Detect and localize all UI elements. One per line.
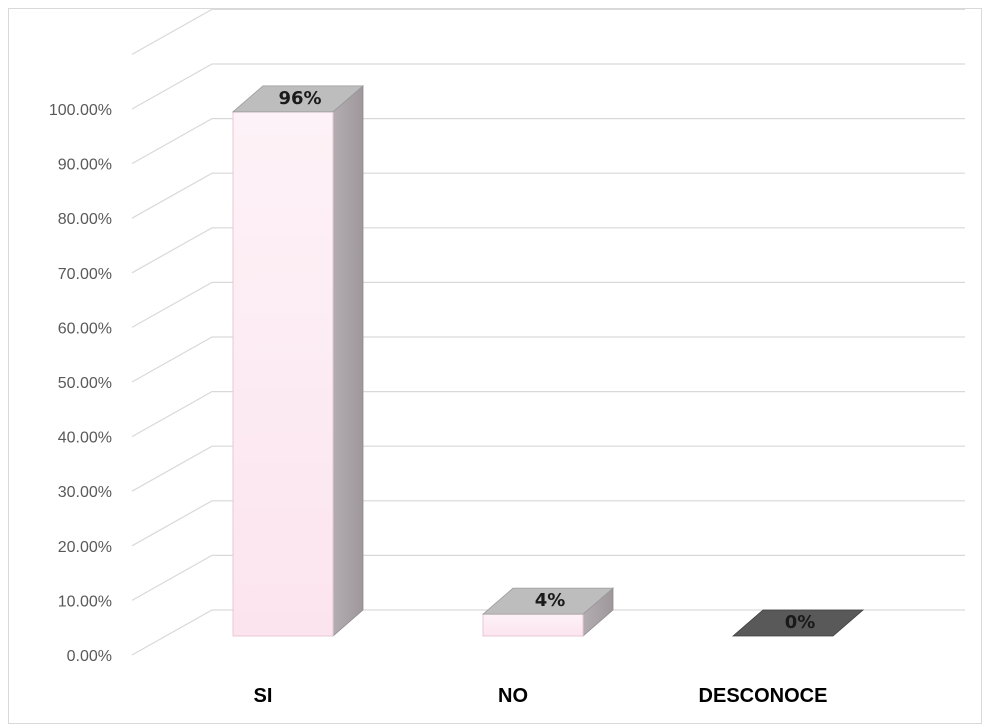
gridline <box>131 554 965 601</box>
gridline <box>131 172 965 219</box>
gridline <box>131 118 965 165</box>
y-axis-ticks: 0.00% 10.00% 20.00% 30.00% 40.00% 50.00% 60.00… <box>49 102 112 665</box>
data-label: 4% <box>535 590 566 611</box>
y-tick-label: 90.00% <box>58 157 112 174</box>
data-label: 0% <box>785 612 816 633</box>
y-tick-label: 80.00% <box>58 211 112 228</box>
gridline <box>131 281 965 328</box>
y-tick-label: 20.00% <box>58 539 112 556</box>
y-tick-label: 100.00% <box>49 102 112 119</box>
gridline <box>131 391 965 438</box>
y-tick-label: 10.00% <box>58 593 112 610</box>
bar-top <box>481 587 615 615</box>
gridline <box>131 227 965 274</box>
labels-layer: 96% SI 4% NO 0% DESCONOCE <box>254 88 828 707</box>
y-tick-label: 50.00% <box>58 375 112 392</box>
bar-top <box>231 85 365 113</box>
gridline <box>131 8 965 55</box>
gridline <box>131 500 965 547</box>
bar-side <box>332 84 364 637</box>
y-tick-label: 0.00% <box>67 648 112 665</box>
bar-top <box>731 609 865 637</box>
category-label: DESCONOCE <box>699 685 828 707</box>
gridline <box>131 336 965 383</box>
y-tick-label: 40.00% <box>58 430 112 447</box>
y-tick-label: 60.00% <box>58 320 112 337</box>
bar-desconoce <box>731 609 865 637</box>
bar-si <box>231 84 365 637</box>
gridline <box>131 609 965 656</box>
category-label: SI <box>254 685 273 707</box>
grid-layer <box>131 8 965 656</box>
bar-front <box>232 111 334 637</box>
bar-no <box>481 587 615 637</box>
category-label: NO <box>498 685 528 707</box>
y-tick-label: 30.00% <box>58 484 112 501</box>
bar-front <box>482 613 584 637</box>
bars-layer <box>231 84 865 637</box>
gridline <box>131 63 965 110</box>
y-tick-label: 70.00% <box>58 266 112 283</box>
gridline <box>131 445 965 492</box>
data-label: 96% <box>278 88 321 109</box>
